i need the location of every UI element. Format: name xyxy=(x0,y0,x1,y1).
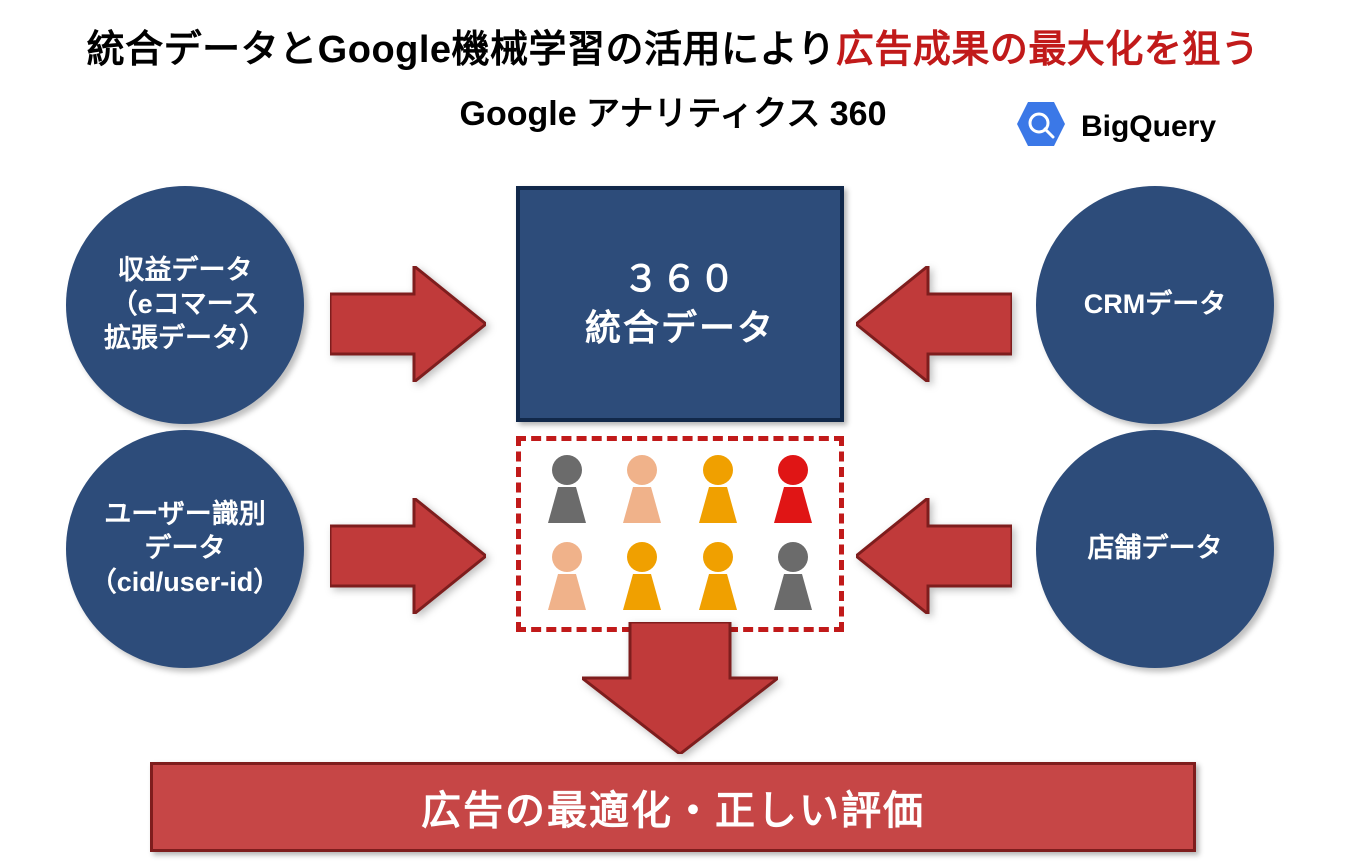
arrow-right-icon xyxy=(330,498,486,614)
center-box-text: ３６０ 統合データ xyxy=(585,255,775,352)
bottom-result-bar: 広告の最適化・正しい評価 xyxy=(150,762,1196,852)
arrow-right-icon xyxy=(330,266,486,382)
title-black: 統合データとGoogle機械学習の活用により xyxy=(87,29,836,71)
circle-crm-data: CRMデータ xyxy=(1036,186,1274,424)
circle-userid-data: ユーザー識別 データ （cid/user-id） xyxy=(66,430,304,668)
bigquery-label: BigQuery xyxy=(1081,110,1216,144)
circle-label: ユーザー識別 データ （cid/user-id） xyxy=(90,498,281,599)
circle-revenue-data: 収益データ （eコマース 拡張データ） xyxy=(66,186,304,424)
person-icon xyxy=(540,540,594,615)
circle-store-data: 店舗データ xyxy=(1036,430,1274,668)
bigquery-icon xyxy=(1015,98,1067,155)
person-icon xyxy=(691,540,745,615)
person-icon xyxy=(615,453,669,528)
circle-label: CRMデータ xyxy=(1084,288,1227,322)
arrow-down-icon xyxy=(582,622,778,754)
users-dashed-box xyxy=(516,436,844,632)
person-icon xyxy=(766,540,820,615)
title-red: 広告成果の最大化を狙う xyxy=(836,29,1260,71)
person-icon xyxy=(540,453,594,528)
arrow-left-icon xyxy=(856,498,1012,614)
circle-label: 店舗データ xyxy=(1088,532,1223,566)
bottom-bar-text: 広告の最適化・正しい評価 xyxy=(421,778,925,836)
person-icon xyxy=(691,453,745,528)
circle-label: 収益データ （eコマース 拡張データ） xyxy=(104,254,266,355)
arrow-left-icon xyxy=(856,266,1012,382)
center-360-box: ３６０ 統合データ xyxy=(516,186,844,422)
person-icon xyxy=(766,453,820,528)
slide-title: 統合データとGoogle機械学習の活用により広告成果の最大化を狙う xyxy=(0,0,1346,73)
person-icon xyxy=(615,540,669,615)
bigquery-block: BigQuery xyxy=(1015,98,1216,155)
